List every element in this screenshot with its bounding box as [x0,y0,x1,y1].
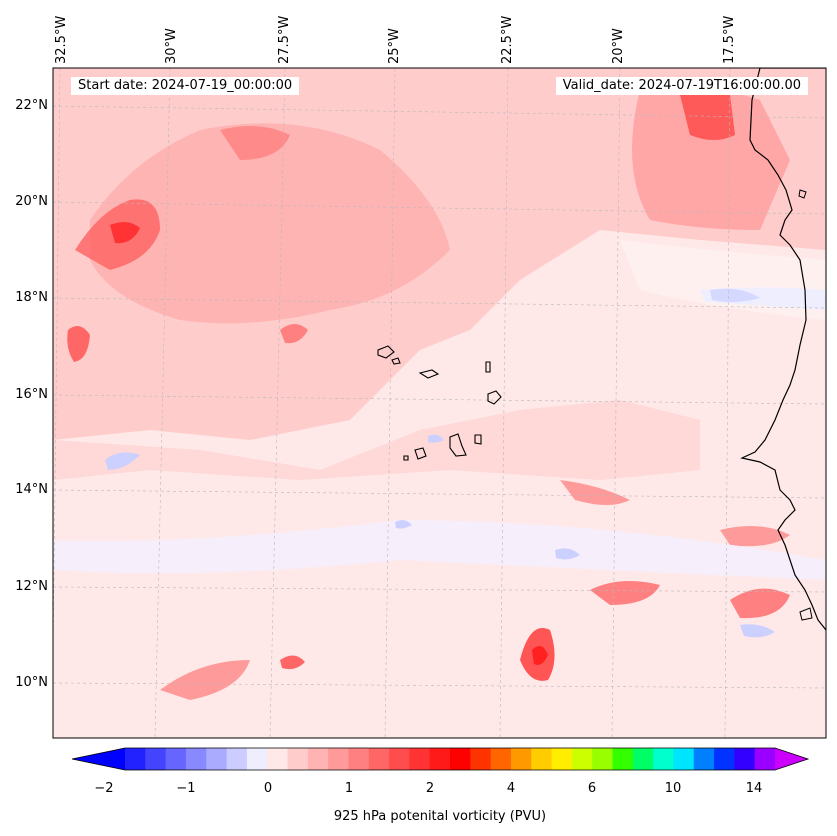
lat-label: 10°N [15,675,48,690]
colorbar-tick: 6 [587,781,597,796]
pv-core-west [110,222,140,244]
valid-date: Valid_date: 2024-07-19T16:00:00.00 [555,77,808,95]
pv-band-west [90,123,450,324]
pv-blob-4 [160,660,250,700]
pv-max-northeast [680,91,735,140]
lon-label: 22.5°W [500,15,515,64]
colorbar-swatch [734,748,756,770]
colorbar-tick: 0 [263,781,273,796]
colorbar-swatch [267,748,288,770]
colorbar-label: 925 hPa potenital vorticity (PVU) [333,809,547,824]
colorbar-tick: −2 [94,781,114,796]
colorbar-swatch [450,748,471,770]
colorbar-swatch [328,748,349,770]
colorbar-swatch [531,748,553,770]
colorbar-swatch [571,748,593,770]
colorbar-swatch [246,748,268,770]
pv-blob-8 [280,324,308,344]
colorbar-tick: 4 [506,781,516,796]
pv-blob-5 [280,655,305,670]
colorbar-swatch [693,748,715,770]
lat-label: 18°N [15,290,48,305]
colorbar-swatch [368,748,390,770]
colorbar-swatch [612,748,634,770]
colorbar-tick: 2 [425,781,435,796]
colorbar-swatch [551,748,573,770]
lon-label: 17.5°W [722,15,737,64]
lat-label: 20°N [15,194,48,209]
colorbar-swatch [145,748,167,770]
lon-label: 32.5°W [54,15,69,64]
lat-label: 22°N [15,98,48,113]
colorbar-tick: 10 [664,781,682,796]
colorbar-swatch [226,748,248,770]
pv-neg-4 [395,520,412,529]
african-coastline [740,68,826,631]
pv-neg-6 [710,288,760,303]
pv-blob-7 [220,126,290,160]
pv-neg-3 [740,624,775,638]
pv-blob-6 [560,480,630,505]
pv-core-south [532,646,548,665]
colorbar-swatch [673,748,695,770]
colorbar-tick: 1 [344,781,354,796]
colorbar-swatch [490,748,512,770]
lat-label: 14°N [15,482,48,497]
pv-neg-5 [428,434,444,443]
colorbar-swatch [714,748,735,770]
colorbar-extend-low [72,748,125,770]
colorbar-swatch [632,748,654,770]
pv-field [53,68,826,738]
colorbar-swatch [754,748,776,770]
colorbar-swatch [409,748,431,770]
lat-label: 12°N [15,579,48,594]
pv-blob-2 [730,588,790,619]
colorbar-swatch [165,748,187,770]
colorbar-swatch [653,748,674,770]
colorbar-swatch [389,748,410,770]
pv-blob-3 [720,526,790,547]
colorbar-swatch [429,748,451,770]
colorbar-swatch [287,748,309,770]
pv-neg-band [53,520,826,580]
cape-verde-islands [377,345,502,461]
colorbar-tick: 14 [745,781,763,796]
colorbar-swatch [510,748,532,770]
start-date: Start date: 2024-07-19_00:00:00 [71,77,300,95]
coast-island-2 [799,607,813,621]
colorbar-swatch [185,748,207,770]
colorbar-swatch [307,748,329,770]
lon-label: 27.5°W [277,15,292,64]
pv-max-far-west [67,326,90,362]
lon-label: 25°W [387,28,402,64]
colorbar-tick: −1 [176,781,196,796]
lat-label: 16°N [15,387,48,402]
coast-island [798,189,807,199]
lon-label: 20°W [611,28,626,64]
map-frame [52,67,827,739]
pv-neg-2 [555,548,580,560]
pv-neg-1 [105,452,140,470]
colorbar-swatch [206,748,228,770]
colorbar-swatch [470,748,492,770]
pv-region-mid [53,400,700,480]
pv-blob-1 [590,581,660,605]
colorbar-swatch [348,748,370,770]
lon-label: 30°W [164,28,179,64]
colorbar-swatch [592,748,613,770]
colorbar-extend-high [775,748,808,770]
colorbar-swatch [125,748,146,770]
colorbar-outline [71,747,810,771]
colorbar [71,747,810,771]
